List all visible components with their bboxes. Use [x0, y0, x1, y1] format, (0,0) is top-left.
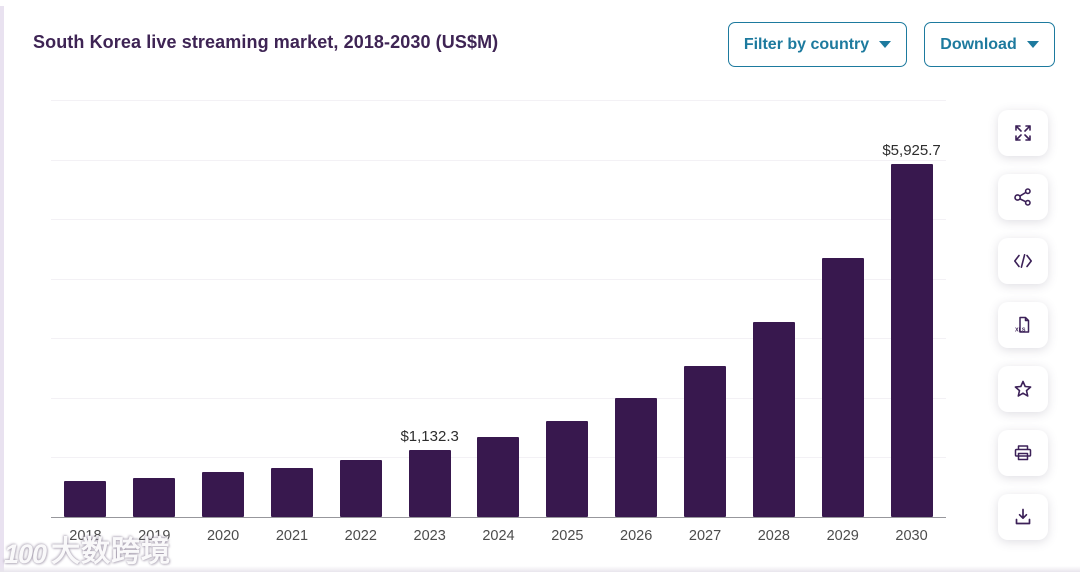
bar-column [808, 100, 877, 517]
print-icon [1014, 445, 1032, 461]
x-axis-label-2027: 2027 [688, 528, 722, 544]
x-axis-label-2022: 2022 [344, 528, 377, 544]
bar-column [464, 100, 533, 517]
bar-column [671, 100, 740, 517]
bar-2025[interactable] [546, 420, 589, 517]
gridline [51, 219, 946, 221]
bar-column [602, 100, 671, 517]
favorite-button[interactable] [998, 366, 1048, 412]
x-axis-labels: 2018 2019 2020 2021 2022 2023 2024 2025 2026 2027… [51, 528, 946, 548]
bar-2027[interactable] [684, 366, 727, 517]
download-image-button[interactable] [998, 494, 1048, 540]
x-axis-label-2020: 2020 [206, 528, 240, 544]
download-button-label: Download [940, 35, 1017, 53]
chart-plot-area: $1,132.3 $5,925.7 [51, 100, 946, 518]
bar-2018[interactable] [64, 480, 107, 517]
x-axis-label-2019: 2019 [138, 528, 171, 544]
bar-value-label: $5,925.7 [882, 142, 941, 159]
x-axis-label-2026: 2026 [620, 528, 653, 544]
bar-column [258, 100, 327, 517]
x-axis-label-2023: 2023 [413, 528, 446, 544]
print-button[interactable] [998, 430, 1048, 476]
embed-code-button[interactable] [998, 238, 1048, 284]
favorite-star-icon [1014, 380, 1032, 397]
bar-2020[interactable] [202, 471, 245, 517]
x-axis-label-2024: 2024 [482, 528, 515, 544]
bars: $1,132.3 $5,925.7 [51, 100, 946, 517]
bar-2024[interactable] [477, 437, 520, 517]
bar-column [533, 100, 602, 517]
share-icon [1014, 188, 1031, 206]
xls-file-icon: XLS [1015, 316, 1030, 334]
caret-down-icon [879, 41, 892, 48]
bar-2021[interactable] [270, 467, 313, 517]
x-axis-label-2025: 2025 [551, 528, 584, 544]
bar-column [51, 100, 120, 517]
bar-2022[interactable] [339, 459, 382, 517]
bar-column [326, 100, 395, 517]
x-axis-label-2030: 2030 [895, 528, 928, 544]
share-button[interactable] [998, 174, 1048, 220]
bar-2019[interactable] [133, 477, 176, 517]
embed-code-icon [1014, 254, 1032, 268]
bar-value-label: $1,132.3 [400, 427, 459, 445]
gridline [51, 159, 946, 161]
bar-2026[interactable] [615, 397, 658, 517]
bar-2030[interactable] [890, 164, 933, 517]
bar-column [120, 100, 189, 517]
gridline [51, 100, 946, 101]
export-xls-button[interactable]: XLS [998, 302, 1048, 348]
x-axis-label-2021: 2021 [275, 528, 309, 544]
filter-by-country-button[interactable]: Filter by country [728, 22, 907, 67]
panel-left-edge [0, 6, 4, 572]
bar-column [739, 100, 808, 517]
chart-toolbar: XLS [998, 110, 1048, 540]
filter-button-label: Filter by country [743, 35, 870, 53]
bar-2029[interactable] [821, 258, 864, 517]
x-axis-label-2028: 2028 [757, 528, 790, 544]
gridline [51, 338, 946, 340]
bar-column: $1,132.3 [395, 100, 464, 517]
page-title: South Korea live streaming market, 2018-… [33, 32, 499, 52]
bar-column: $5,925.7 [877, 100, 946, 517]
gridline [51, 278, 946, 280]
expand-icon [1015, 125, 1031, 141]
x-axis-label-2018: 2018 [69, 528, 102, 544]
bar-2023[interactable] [408, 449, 451, 517]
caret-down-icon [1026, 41, 1039, 48]
gridline [51, 397, 946, 399]
download-image-icon [1015, 508, 1031, 525]
bar-column [189, 100, 258, 517]
expand-button[interactable] [998, 110, 1048, 156]
bar-2028[interactable] [752, 321, 795, 517]
xls-badge-text: XLS [1015, 328, 1026, 334]
x-axis-label-2029: 2029 [826, 528, 859, 544]
page-bottom-shadow [0, 566, 1080, 572]
download-button[interactable]: Download [924, 22, 1055, 67]
